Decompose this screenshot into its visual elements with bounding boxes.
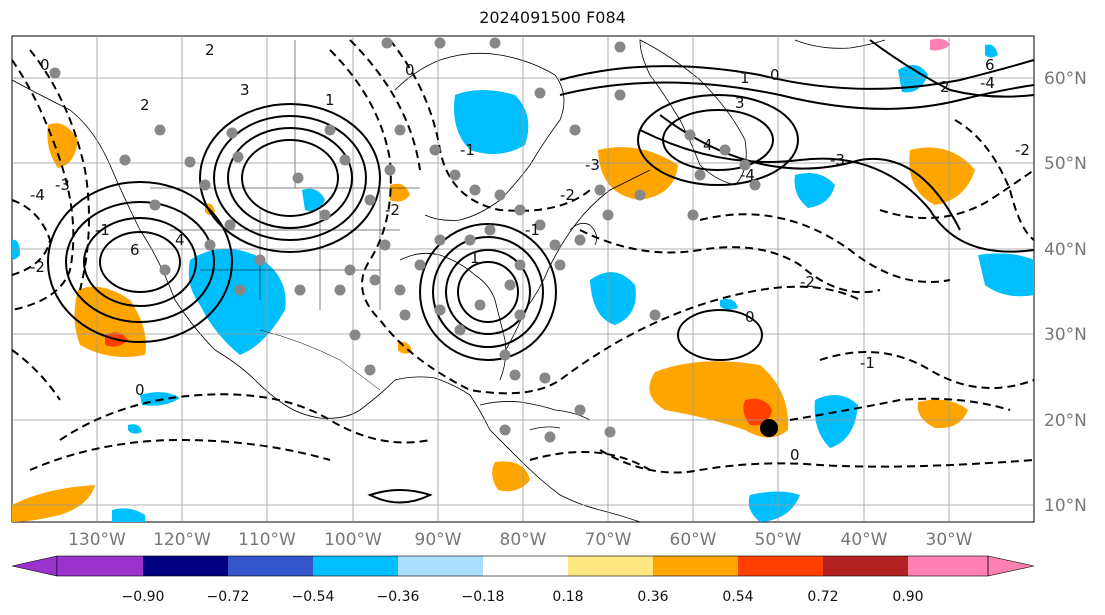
svg-text:−0.90: −0.90 bbox=[122, 589, 165, 605]
svg-text:−0.36: −0.36 bbox=[377, 589, 420, 605]
svg-text:-1: -1 bbox=[95, 221, 110, 239]
svg-text:100°W: 100°W bbox=[324, 530, 382, 550]
svg-text:2: 2 bbox=[205, 41, 215, 59]
svg-text:-3: -3 bbox=[585, 156, 600, 174]
svg-text:90°W: 90°W bbox=[415, 530, 462, 550]
svg-text:−0.72: −0.72 bbox=[207, 589, 250, 605]
svg-text:-4: -4 bbox=[740, 166, 755, 184]
svg-text:0.90: 0.90 bbox=[892, 589, 923, 605]
svg-text:2: 2 bbox=[140, 96, 150, 114]
svg-text:0.36: 0.36 bbox=[637, 589, 668, 605]
svg-text:-2: -2 bbox=[1015, 141, 1030, 159]
svg-text:60°W: 60°W bbox=[670, 530, 717, 550]
positive-contours bbox=[47, 39, 1034, 504]
svg-text:0.54: 0.54 bbox=[722, 589, 753, 605]
svg-text:−0.18: −0.18 bbox=[462, 589, 505, 605]
svg-text:-2: -2 bbox=[560, 186, 575, 204]
svg-text:3: 3 bbox=[240, 81, 250, 99]
svg-text:-4: -4 bbox=[980, 74, 995, 92]
svg-text:3: 3 bbox=[735, 94, 745, 112]
svg-text:0.72: 0.72 bbox=[807, 589, 838, 605]
svg-text:-2: -2 bbox=[800, 273, 815, 291]
svg-text:20°N: 20°N bbox=[1044, 411, 1087, 431]
svg-text:4: 4 bbox=[703, 136, 713, 154]
svg-text:40°W: 40°W bbox=[841, 530, 888, 550]
map-title: 2024091500 F084 bbox=[479, 8, 626, 27]
svg-text:1: 1 bbox=[470, 249, 480, 267]
map-content: 0 2 -4 -3 -2 -1 6 4 2 3 1 0 -1 -2 0 1 -1… bbox=[12, 36, 1034, 522]
svg-text:50°W: 50°W bbox=[755, 530, 802, 550]
svg-text:10°N: 10°N bbox=[1044, 496, 1087, 516]
latitude-labels: 60°N 50°N 40°N 30°N 20°N 10°N bbox=[1044, 69, 1087, 516]
svg-text:0: 0 bbox=[405, 61, 415, 79]
svg-text:6: 6 bbox=[130, 241, 140, 259]
svg-text:120°W: 120°W bbox=[153, 530, 211, 550]
storm-position-marker bbox=[760, 419, 778, 437]
svg-text:-1: -1 bbox=[525, 221, 540, 239]
svg-text:50°N: 50°N bbox=[1044, 154, 1087, 174]
colorbar: −0.90 −0.72 −0.54 −0.36 −0.18 0.18 0.36 … bbox=[11, 555, 1035, 605]
svg-text:40°N: 40°N bbox=[1044, 240, 1087, 260]
svg-text:-2: -2 bbox=[385, 201, 400, 219]
svg-text:80°W: 80°W bbox=[500, 530, 547, 550]
svg-text:6: 6 bbox=[985, 56, 995, 74]
svg-text:1: 1 bbox=[325, 91, 335, 109]
svg-text:-3: -3 bbox=[55, 176, 70, 194]
svg-text:0: 0 bbox=[745, 308, 755, 326]
negative-contours bbox=[12, 39, 1034, 474]
longitude-labels: 130°W 120°W 110°W 100°W 90°W 80°W 70°W 6… bbox=[68, 530, 973, 550]
svg-text:-4: -4 bbox=[30, 186, 45, 204]
svg-text:-2: -2 bbox=[30, 258, 45, 276]
svg-text:−0.54: −0.54 bbox=[292, 589, 335, 605]
svg-text:130°W: 130°W bbox=[68, 530, 126, 550]
svg-text:110°W: 110°W bbox=[238, 530, 296, 550]
svg-text:0: 0 bbox=[770, 66, 780, 84]
svg-text:70°W: 70°W bbox=[585, 530, 632, 550]
svg-text:4: 4 bbox=[175, 231, 185, 249]
observation-dots bbox=[49, 37, 761, 443]
svg-text:2: 2 bbox=[940, 78, 950, 96]
contour-labels: 0 2 -4 -3 -2 -1 6 4 2 3 1 0 -1 -2 0 1 -1… bbox=[30, 41, 1030, 464]
svg-text:0.18: 0.18 bbox=[552, 589, 583, 605]
positive-anomaly-shading bbox=[12, 123, 975, 522]
svg-text:-3: -3 bbox=[830, 151, 845, 169]
svg-text:-1: -1 bbox=[860, 354, 875, 372]
svg-text:0: 0 bbox=[790, 446, 800, 464]
svg-text:30°N: 30°N bbox=[1044, 325, 1087, 345]
svg-text:1: 1 bbox=[740, 69, 750, 87]
svg-text:0: 0 bbox=[40, 56, 50, 74]
svg-text:60°N: 60°N bbox=[1044, 69, 1087, 89]
svg-text:30°W: 30°W bbox=[926, 530, 973, 550]
svg-text:0: 0 bbox=[135, 381, 145, 399]
svg-text:-1: -1 bbox=[460, 141, 475, 159]
